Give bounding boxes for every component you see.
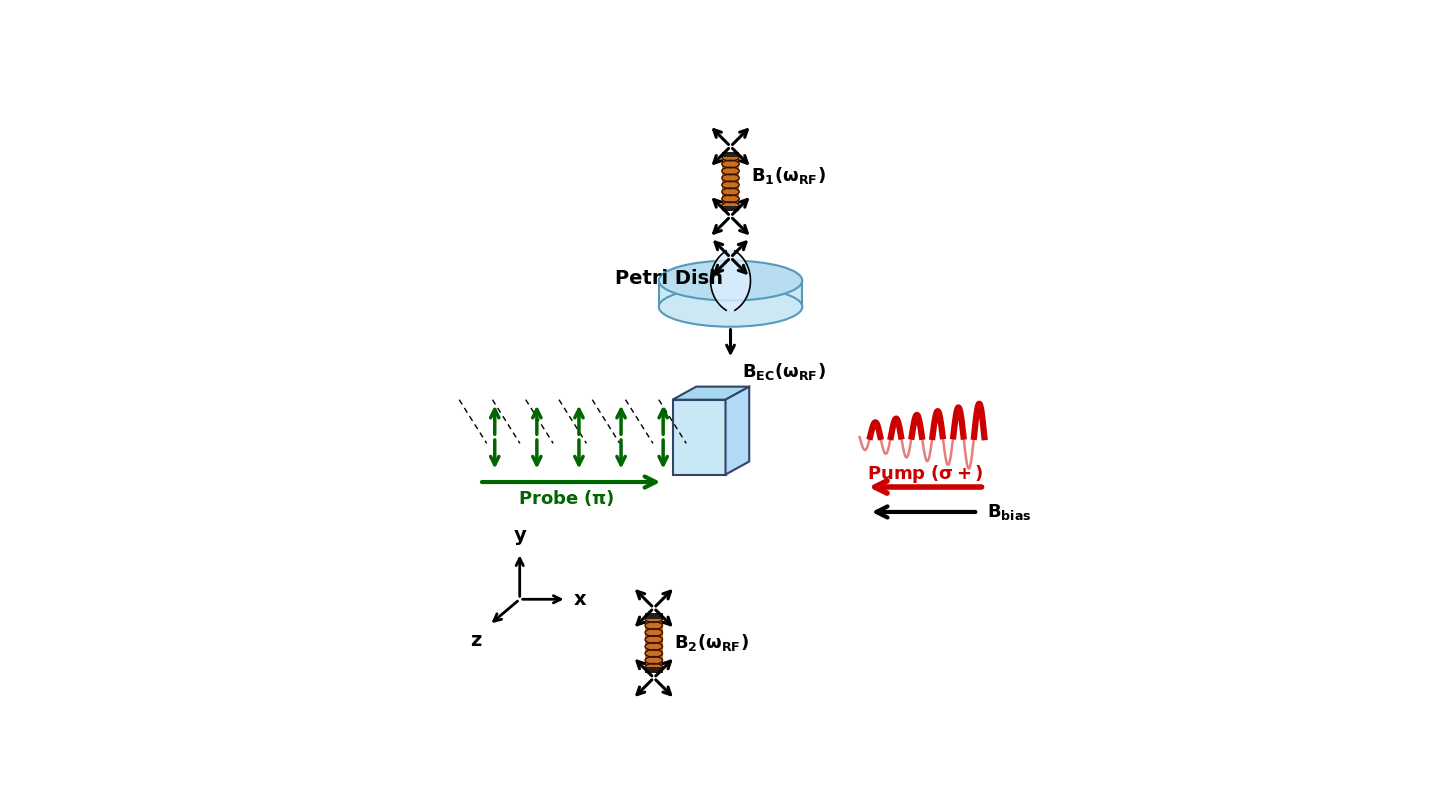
Text: $\mathbf{B_{EC}(\omega_{RF})}$: $\mathbf{B_{EC}(\omega_{RF})}$: [742, 361, 825, 382]
Bar: [645, 613, 662, 672]
Bar: [721, 151, 739, 157]
Polygon shape: [710, 251, 750, 310]
Polygon shape: [726, 386, 749, 475]
Bar: [721, 151, 739, 211]
Text: y: y: [513, 526, 526, 545]
Polygon shape: [672, 386, 749, 399]
Bar: [721, 206, 739, 211]
Ellipse shape: [658, 287, 802, 326]
Bar: [645, 667, 662, 672]
Polygon shape: [658, 280, 802, 307]
Text: $\mathbf{B_1(\omega_{RF})}$: $\mathbf{B_1(\omega_{RF})}$: [752, 164, 827, 185]
Text: Petri Dish: Petri Dish: [615, 269, 723, 288]
Bar: [645, 613, 662, 619]
Text: x: x: [575, 590, 586, 609]
Text: $\mathbf{Probe\ (\pi)}$: $\mathbf{Probe\ (\pi)}$: [518, 488, 615, 508]
Text: $\mathbf{B_2(\omega_{RF})}$: $\mathbf{B_2(\omega_{RF})}$: [674, 633, 749, 654]
Text: $\mathbf{B_{bias}}$: $\mathbf{B_{bias}}$: [988, 502, 1032, 522]
Text: z: z: [469, 631, 481, 650]
Ellipse shape: [658, 261, 802, 301]
Polygon shape: [672, 399, 726, 475]
Text: $\mathbf{Pump\ (\sigma+)}$: $\mathbf{Pump\ (\sigma+)}$: [867, 463, 984, 485]
